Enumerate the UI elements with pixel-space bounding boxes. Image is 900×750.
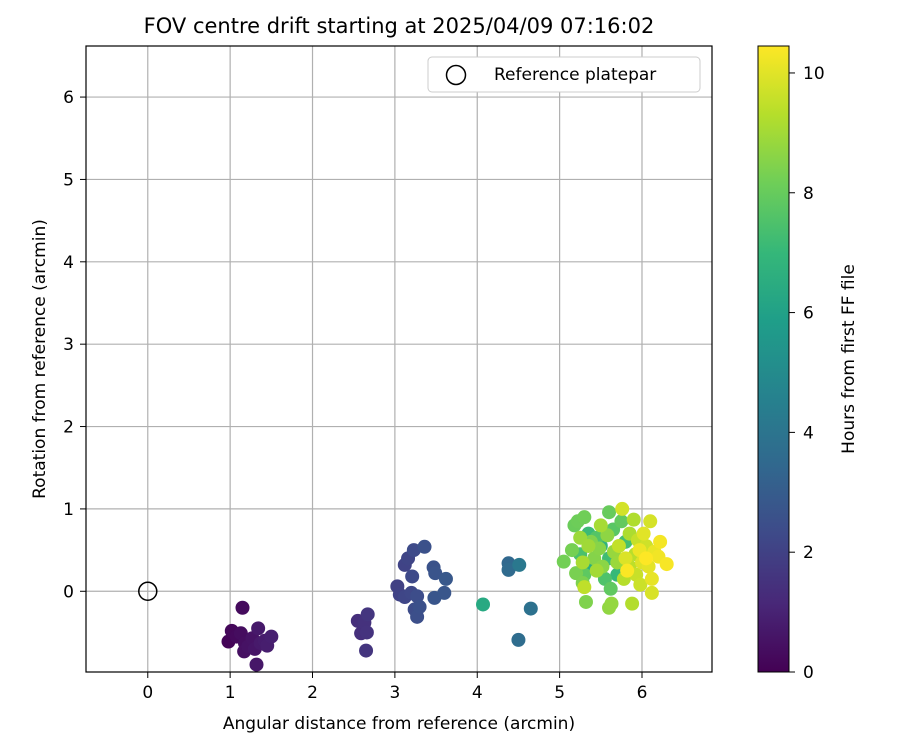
data-point <box>581 538 596 553</box>
plot-frame <box>85 45 713 673</box>
data-point <box>556 554 571 569</box>
data-point <box>569 566 584 581</box>
y-tick-label: 1 <box>63 500 74 520</box>
data-point <box>476 597 491 612</box>
x-tick-label: 3 <box>389 683 400 703</box>
data-point <box>611 538 626 553</box>
data-point <box>614 514 629 529</box>
y-tick-label: 5 <box>63 170 74 190</box>
data-point <box>249 657 264 672</box>
data-point <box>264 629 279 644</box>
data-point <box>653 534 668 549</box>
data-point <box>604 596 619 611</box>
legend-marker-icon <box>445 64 467 86</box>
colorbar-tick-label: 6 <box>803 304 814 324</box>
data-point <box>405 569 420 584</box>
x-tick-label: 2 <box>307 683 318 703</box>
colorbar-tick-label: 2 <box>803 543 814 563</box>
data-point <box>577 510 592 525</box>
data-point <box>564 543 579 558</box>
data-point <box>618 551 633 566</box>
colorbar: 0 2 4 6 8 10 Hours from first FF file <box>757 45 859 683</box>
x-tick-label: 6 <box>637 683 648 703</box>
data-point <box>578 594 593 609</box>
grid <box>86 46 712 672</box>
data-point <box>625 596 640 611</box>
data-point <box>512 557 527 572</box>
data-point <box>620 563 635 578</box>
data-point <box>428 566 443 581</box>
x-axis-ticks: 0 1 2 3 4 5 6 <box>142 672 647 703</box>
data-point <box>438 571 453 586</box>
data-point <box>360 607 375 622</box>
data-point <box>603 581 618 596</box>
data-point <box>523 601 538 616</box>
x-tick-label: 1 <box>225 683 236 703</box>
data-point <box>639 551 654 566</box>
data-point <box>602 505 617 520</box>
data-point <box>659 557 674 572</box>
data-point <box>437 585 452 600</box>
x-tick-label: 5 <box>554 683 565 703</box>
x-tick-label: 4 <box>472 683 483 703</box>
data-point <box>593 518 608 533</box>
chart-title: FOV centre drift starting at 2025/04/09 … <box>144 14 655 38</box>
data-point <box>589 563 604 578</box>
data-point <box>410 589 425 604</box>
data-point <box>417 539 432 554</box>
colorbar-tick-label: 0 <box>803 663 814 683</box>
legend-box <box>427 56 701 93</box>
data-point <box>600 528 615 543</box>
data-point <box>592 541 607 556</box>
legend-label: Reference platepar <box>494 65 656 85</box>
data-point <box>412 599 427 614</box>
y-tick-label: 4 <box>63 253 74 273</box>
data-point <box>577 580 592 595</box>
data-point <box>406 543 421 558</box>
colorbar-label: Hours from first FF file <box>839 264 859 454</box>
data-point <box>251 621 266 636</box>
data-point <box>636 526 651 541</box>
reference-platepar-marker <box>138 581 158 602</box>
y-tick-label: 6 <box>63 88 74 108</box>
y-tick-label: 0 <box>63 582 74 602</box>
y-axis-ticks: 0 1 2 3 4 5 6 <box>63 88 86 602</box>
colorbar-ticks: 0 2 4 6 8 10 <box>789 64 825 683</box>
data-point <box>643 514 658 529</box>
data-point <box>235 600 250 615</box>
colorbar-tick-label: 8 <box>803 184 814 204</box>
legend: Reference platepar <box>427 56 701 93</box>
colorbar-gradient <box>757 45 790 673</box>
data-point <box>359 625 374 640</box>
data-point <box>644 571 659 586</box>
y-axis-label: Rotation from reference (arcmin) <box>30 219 50 499</box>
colorbar-tick-label: 4 <box>803 423 814 443</box>
data-point <box>615 501 630 516</box>
y-tick-label: 2 <box>63 418 74 438</box>
data-point <box>575 555 590 570</box>
x-axis-label: Angular distance from reference (arcmin) <box>223 714 575 734</box>
data-point <box>644 585 659 600</box>
data-point <box>511 632 526 647</box>
colorbar-tick-label: 10 <box>803 64 825 84</box>
x-tick-label: 0 <box>142 683 153 703</box>
y-tick-label: 3 <box>63 335 74 355</box>
data-point <box>501 562 516 577</box>
scatter-points <box>221 501 674 672</box>
data-point <box>359 643 374 658</box>
data-point <box>626 512 641 527</box>
data-point <box>633 577 648 592</box>
